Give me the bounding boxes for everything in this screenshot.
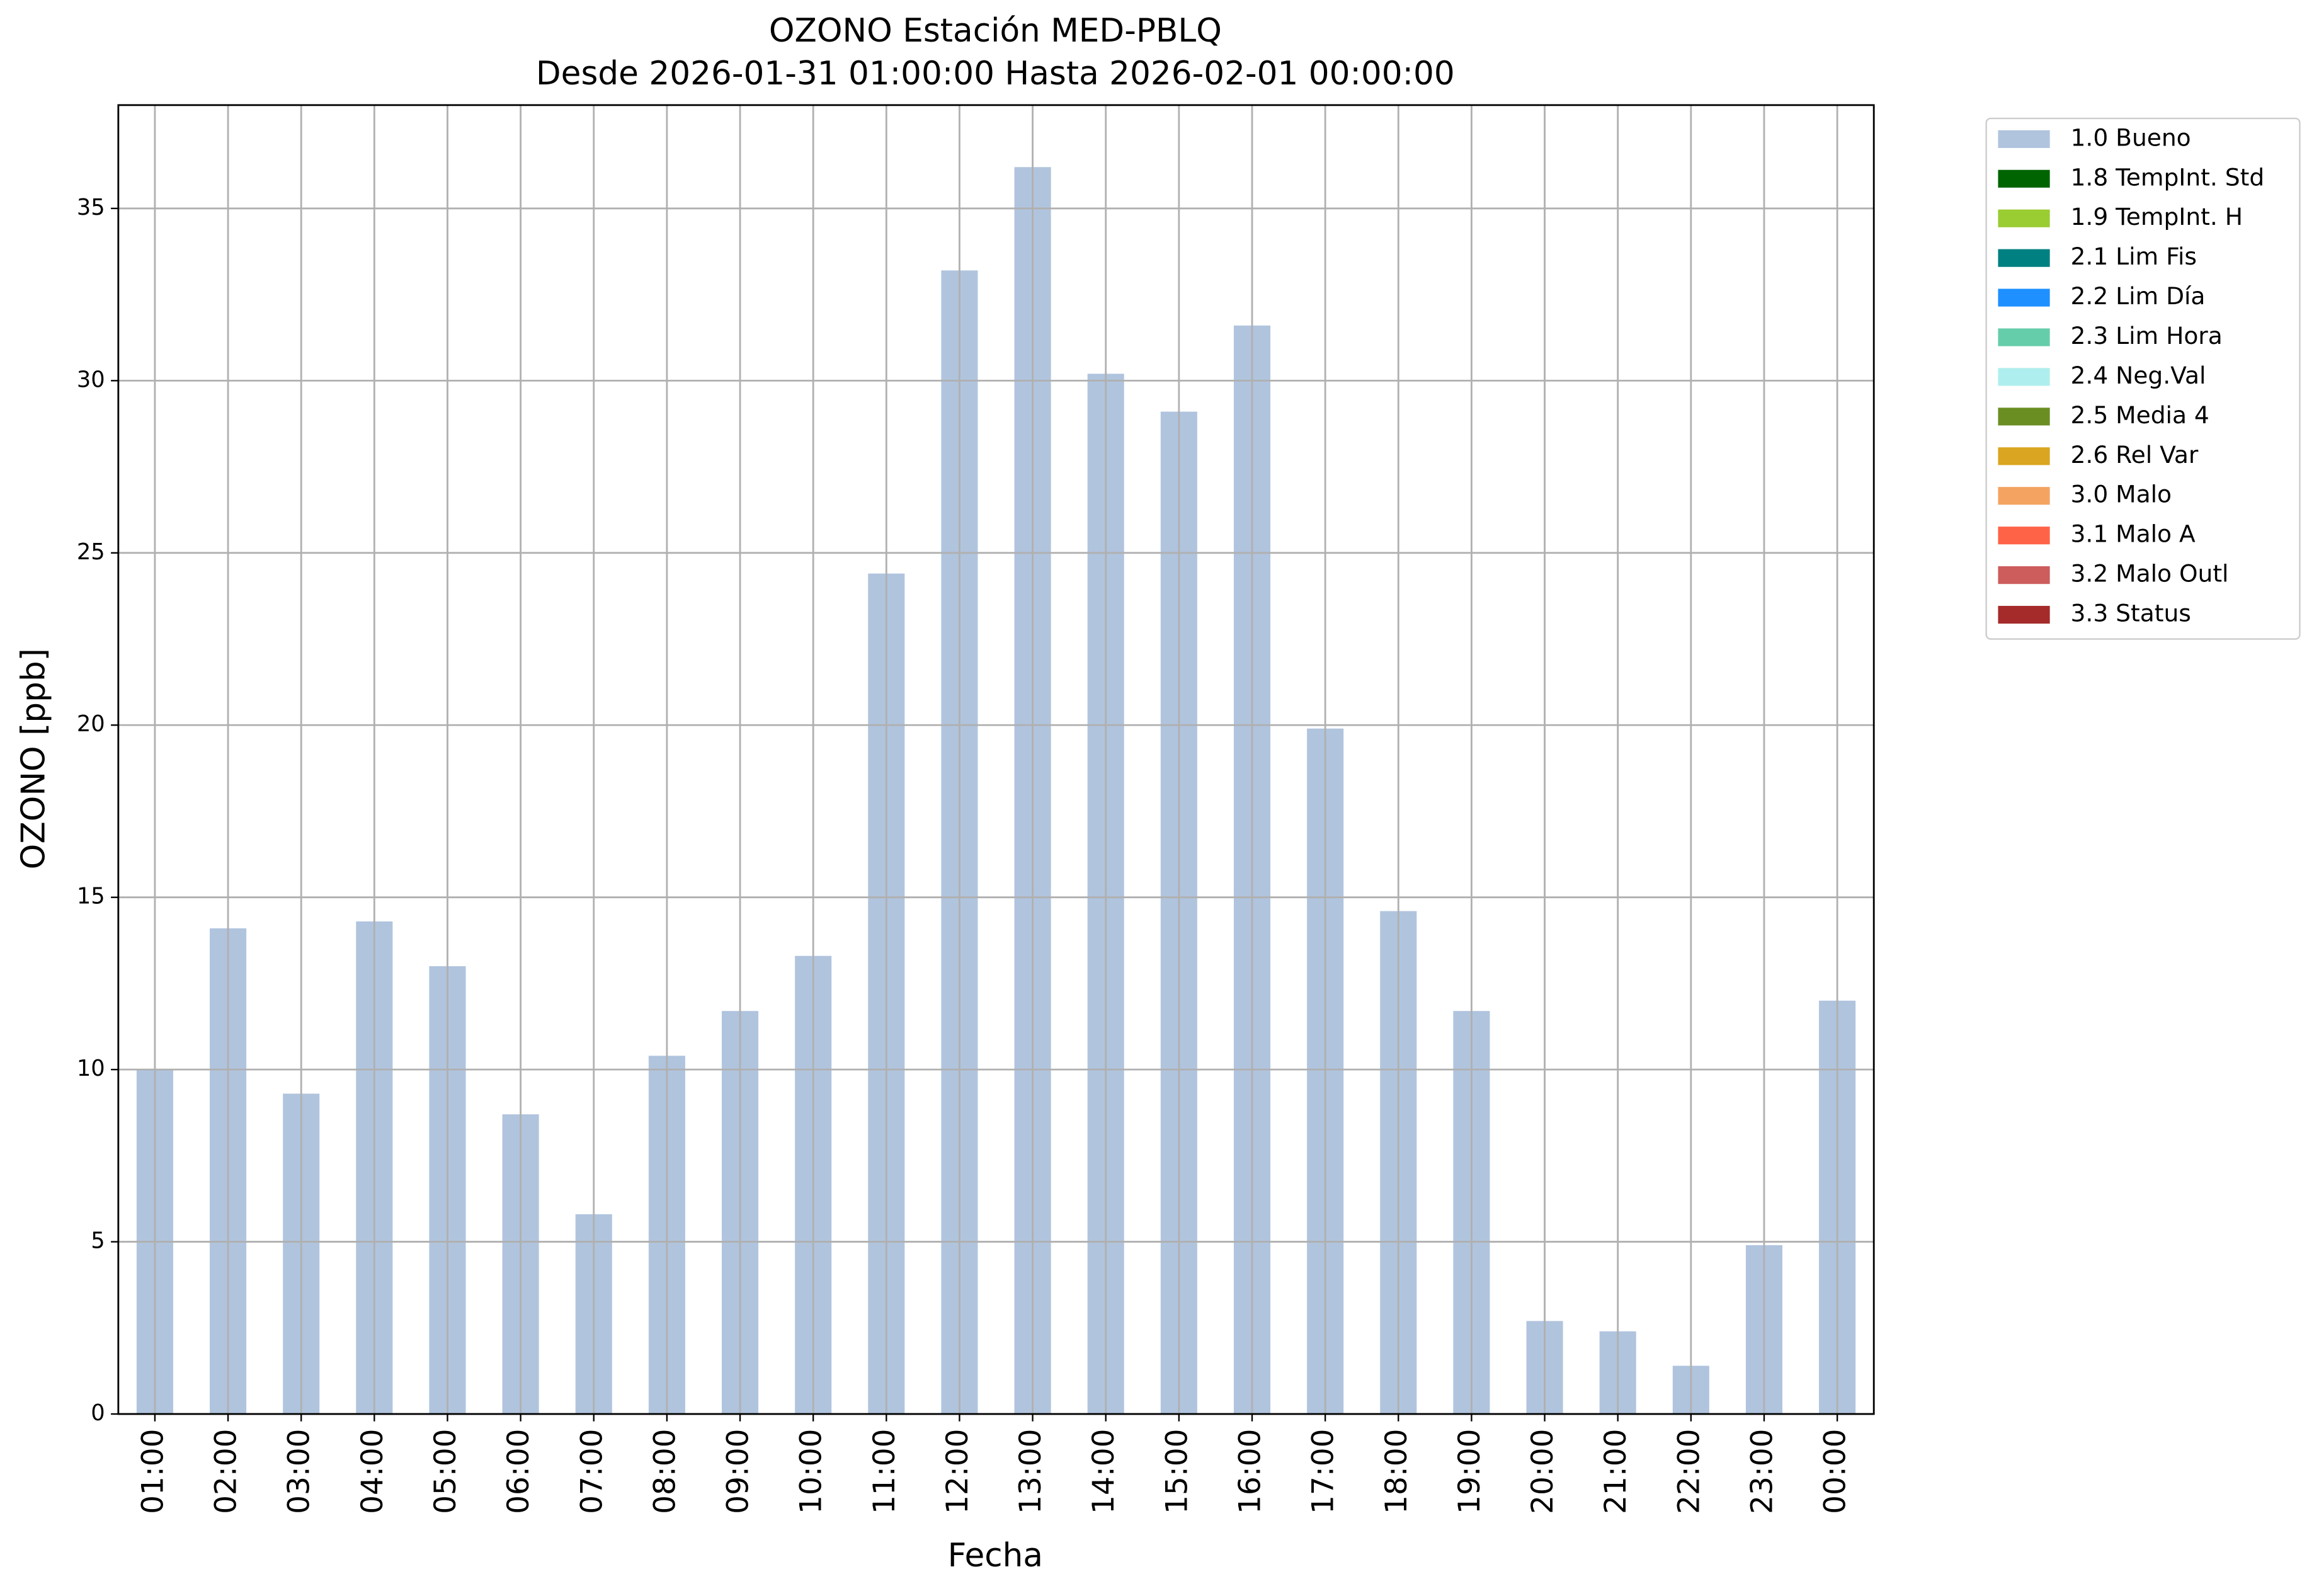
chart-subtitle: Desde 2026-01-31 01:00:00 Hasta 2026-02-… [536,55,1455,93]
legend-swatch [1998,487,2050,505]
x-tick-label: 05:00 [428,1429,463,1514]
x-tick-label: 23:00 [1745,1429,1779,1514]
x-tick-label: 11:00 [867,1429,902,1514]
legend: 1.0 Bueno 1.8 TempInt. Std 1.9 TempInt. H 2… [1998,123,2264,627]
x-tick-label: 04:00 [355,1429,390,1514]
legend-label: 2.2 Lim Día [2071,282,2206,310]
axes-frame [117,104,1875,1415]
y-tick-label: 35 [77,195,105,220]
legend-swatch [1998,527,2050,545]
legend-swatch [1998,209,2050,227]
x-tick-label: 06:00 [501,1429,536,1514]
legend-label: 3.3 Status [2071,600,2191,627]
legend-swatch [1998,368,2050,386]
legend-label: 1.8 TempInt. Std [2071,163,2265,191]
x-tick-label: 13:00 [1013,1429,1048,1514]
legend-label: 2.1 Lim Fis [2071,242,2197,270]
legend-label: 2.6 Rel Var [2071,441,2199,469]
legend-swatch [1998,288,2050,307]
y-tick-label: 0 [91,1400,105,1426]
x-tick-label: 22:00 [1672,1429,1706,1514]
x-tick-label: 18:00 [1379,1429,1414,1514]
chart-title: OZONO Estación MED-PBLQ [769,12,1222,50]
x-tick-label: 02:00 [209,1429,244,1514]
y-tick-label: 30 [77,367,105,392]
x-tick-label: 15:00 [1160,1429,1194,1514]
y-tick-label: 5 [91,1228,105,1254]
x-axis-label: Fecha [948,1537,1043,1575]
legend-label: 3.2 Malo Outl [2071,560,2229,588]
legend-swatch [1998,447,2050,465]
y-tick-label: 15 [77,884,105,909]
x-tick-label: 01:00 [135,1429,170,1514]
x-tick-label: 21:00 [1598,1429,1633,1514]
x-tick-label: 07:00 [574,1429,609,1514]
legend-label: 2.5 Media 4 [2071,401,2209,429]
y-tick-label: 10 [77,1056,105,1081]
x-tick-label: 12:00 [940,1429,975,1514]
legend-swatch [1998,130,2050,148]
legend-swatch [1998,169,2050,188]
legend-swatch [1998,249,2050,267]
legend-swatch [1998,328,2050,346]
legend-label: 1.9 TempInt. H [2071,203,2243,231]
x-tick-label: 10:00 [794,1429,829,1514]
x-tick-label: 19:00 [1452,1429,1487,1514]
legend-label: 3.0 Malo [2071,481,2172,508]
legend-swatch [1998,566,2050,584]
y-axis-label: OZONO [ppb] [14,648,52,869]
plot-area: 0 5 10 15 20 25 30 35 01:00 02:00 03:00 04:00 05:00 0… [77,105,1874,1514]
legend-label: 2.4 Neg.Val [2071,362,2206,389]
x-tick-label: 09:00 [721,1429,756,1514]
x-tick-label: 08:00 [647,1429,682,1514]
y-tick-label: 25 [77,539,105,565]
legend-swatch [1998,408,2050,426]
legend-label: 1.0 Bueno [2071,123,2191,151]
x-tick-label: 20:00 [1525,1429,1560,1514]
x-tick-label: 17:00 [1306,1429,1341,1514]
x-tick-label: 16:00 [1233,1429,1268,1514]
legend-label: 2.3 Lim Hora [2071,322,2223,350]
legend-box [1985,117,2301,640]
legend-label: 3.1 Malo A [2071,520,2196,548]
x-tick-label: 14:00 [1086,1429,1121,1514]
y-tick-label: 20 [77,711,105,737]
x-tick-label: 03:00 [282,1429,317,1514]
legend-swatch [1998,605,2050,624]
x-tick-label: 00:00 [1818,1429,1853,1514]
